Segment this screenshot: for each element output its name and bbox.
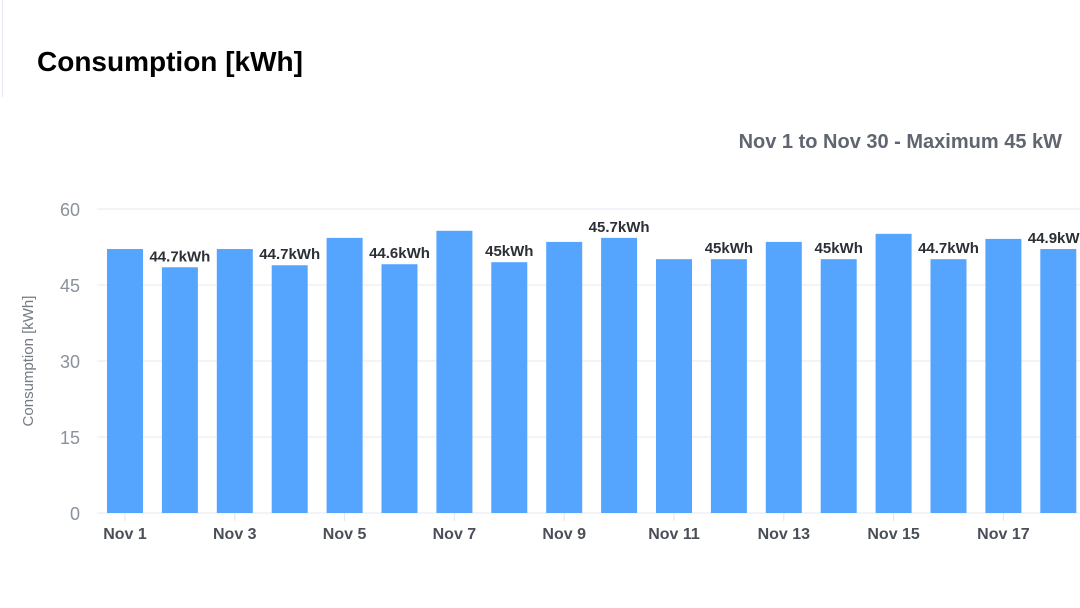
x-tick-label: Nov 7 (433, 526, 477, 543)
bar (820, 259, 857, 513)
data-label: 44.7kWh (149, 248, 210, 265)
data-label: 45kWh (705, 240, 753, 257)
panel-border (2, 0, 3, 97)
x-tick-label: Nov 17 (977, 526, 1030, 543)
bar (381, 264, 418, 513)
y-tick-label: 0 (70, 504, 80, 524)
y-tick-label: 45 (60, 276, 80, 296)
bar (710, 259, 747, 513)
y-tick-label: 60 (60, 200, 80, 220)
bar (546, 241, 583, 513)
y-tick-label: 30 (60, 352, 80, 372)
data-label: 45kWh (815, 240, 863, 257)
bar (107, 249, 143, 513)
bar (985, 238, 1022, 514)
bar (436, 230, 473, 513)
data-label: 44.7kWh (918, 240, 979, 257)
data-label: 44.9kWh (1028, 230, 1080, 247)
data-label: 44.7kWh (259, 246, 320, 263)
data-label: 45kWh (485, 243, 533, 260)
page-title: Consumption [kWh] (37, 46, 303, 77)
x-tick-label: Nov 15 (867, 526, 920, 543)
bar (161, 267, 198, 513)
x-tick-label: Nov 13 (758, 526, 811, 543)
bar (1040, 249, 1077, 513)
bar (271, 265, 308, 513)
data-label: 44.6kWh (369, 245, 430, 262)
data-label: 45.7kWh (589, 219, 650, 236)
x-tick-label: Nov 11 (648, 526, 700, 543)
x-tick-label: Nov 5 (323, 526, 367, 543)
bar (491, 262, 528, 513)
x-tick-label: Nov 3 (213, 526, 257, 543)
bar (875, 233, 912, 513)
bar (601, 237, 638, 513)
bar (216, 249, 253, 513)
y-axis-label: Consumption [kWh] (20, 296, 37, 427)
x-tick-label: Nov 9 (542, 526, 586, 543)
bar (930, 259, 967, 513)
bar (326, 237, 363, 513)
chart-subtitle: Nov 1 to Nov 30 - Maximum 45 kW (738, 131, 1062, 153)
y-tick-label: 15 (60, 428, 80, 448)
bar (765, 241, 802, 513)
x-tick-label: Nov 1 (103, 526, 147, 543)
bar (656, 259, 692, 513)
